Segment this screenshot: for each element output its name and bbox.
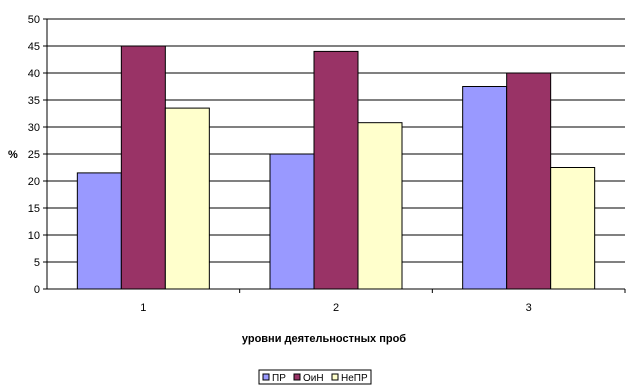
bar-ПР-1 (76, 172, 122, 290)
x-axis-label: уровни деятельностных проб (242, 333, 406, 345)
legend-label-ПР: ПР (272, 373, 286, 384)
axes (43, 18, 626, 293)
x-tick-label: 3 (526, 302, 532, 314)
y-tick-label: 35 (28, 95, 40, 107)
bar-ПР-2 (269, 153, 315, 290)
legend-label-НеПР: НеПР (341, 373, 368, 384)
y-tick-label: 5 (34, 257, 40, 269)
bar-ОиН-1 (120, 45, 166, 290)
y-tick-label: 20 (28, 176, 40, 188)
legend-swatch-ОиН (293, 373, 301, 381)
bar-НеПР-1 (164, 107, 210, 290)
bars (76, 45, 596, 290)
x-tick-labels: 1 2 3 (140, 302, 531, 314)
y-tick-label: 10 (28, 230, 40, 242)
y-tick-label: 45 (28, 41, 40, 53)
y-tick-labels: 0 5 10 15 20 25 30 35 40 45 50 (28, 14, 40, 296)
bar-ОиН-2 (313, 50, 359, 290)
bar-ОиН-3 (506, 72, 552, 290)
legend-swatch-ПР (262, 373, 270, 381)
bar-НеПР-2 (357, 122, 403, 290)
y-tick-label: 40 (28, 68, 40, 80)
legend: ПР ОиН НеПР (258, 369, 372, 385)
x-tick-label: 2 (333, 302, 339, 314)
bar-НеПР-3 (550, 167, 596, 290)
y-tick-label: 30 (28, 122, 40, 134)
legend-swatch-НеПР (331, 373, 339, 381)
x-tick-label: 1 (140, 302, 146, 314)
legend-box (258, 369, 372, 385)
y-tick-label: 0 (34, 284, 40, 296)
bar-ПР-3 (462, 86, 508, 290)
legend-label-ОиН: ОиН (303, 373, 324, 384)
y-tick-label: 50 (28, 14, 40, 26)
y-tick-label: 25 (28, 149, 40, 161)
y-tick-label: 15 (28, 203, 40, 215)
y-axis-label: % (8, 149, 18, 161)
